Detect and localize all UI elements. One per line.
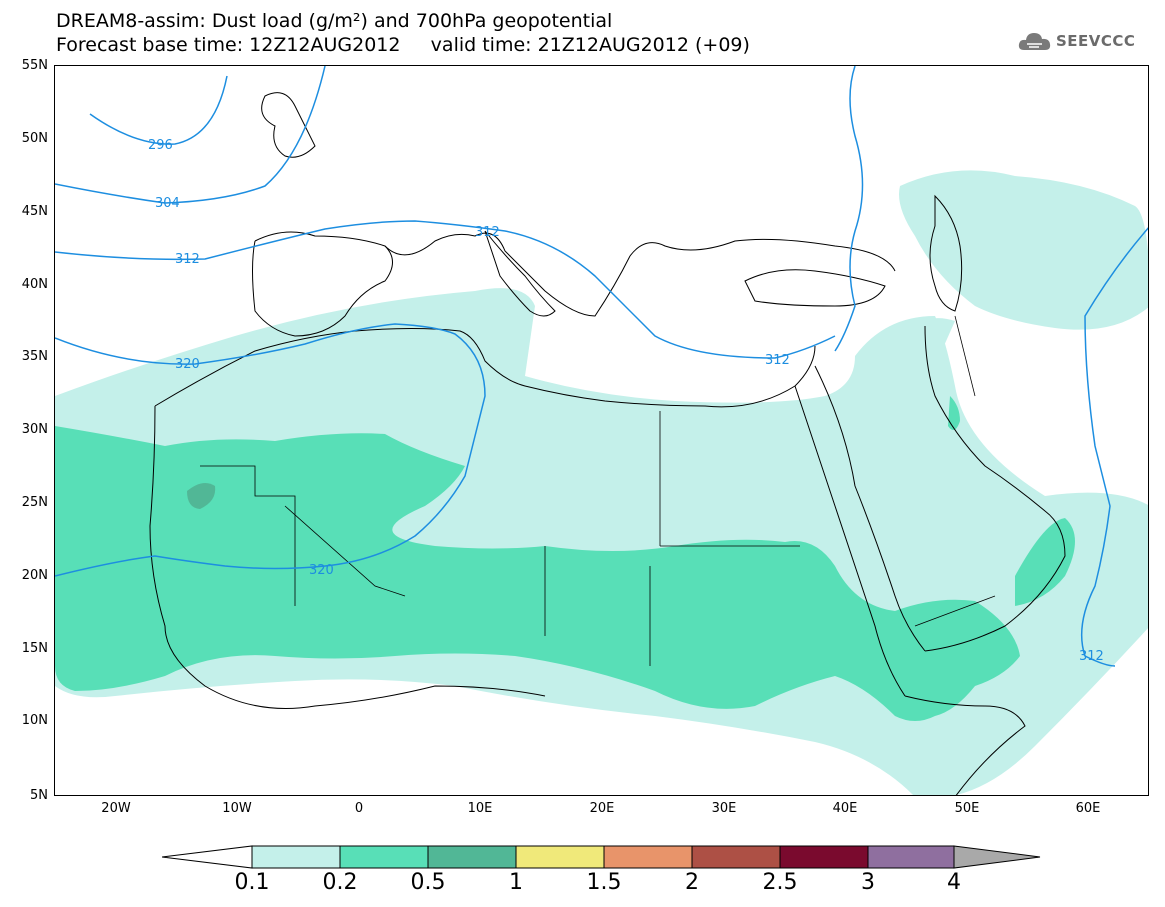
colorbar-swatch bbox=[779, 845, 869, 869]
contour-296 bbox=[89, 75, 228, 145]
contour-312-east bbox=[834, 66, 864, 352]
uk-coast bbox=[261, 92, 316, 158]
black-sea bbox=[744, 269, 886, 307]
forecast-time-line: Forecast base time: 12Z12AUG2012 valid t… bbox=[56, 34, 750, 56]
lon-label: 60E bbox=[1075, 801, 1101, 816]
europe-coast bbox=[254, 231, 896, 317]
colorbar-label: 0.5 bbox=[410, 870, 446, 895]
colorbar bbox=[162, 845, 1041, 869]
red-sea-coast-west bbox=[794, 385, 906, 697]
lat-label: 25N bbox=[21, 495, 48, 510]
lat-label: 35N bbox=[21, 349, 48, 364]
contour-label-304: 304 bbox=[155, 196, 180, 211]
colorbar-label: 2.5 bbox=[762, 870, 798, 895]
colorbar-label: 1.5 bbox=[586, 870, 622, 895]
map-title: DREAM8-assim: Dust load (g/m²) and 700hP… bbox=[56, 10, 613, 32]
lat-label: 45N bbox=[21, 204, 48, 219]
dust-map: 296 304 312 320 312 312 320 312 bbox=[54, 65, 1149, 796]
border-layer bbox=[200, 315, 996, 666]
colorbar-label: 4 bbox=[947, 870, 961, 895]
lon-label: 40E bbox=[832, 801, 858, 816]
dust-dark-layer bbox=[187, 482, 216, 509]
colorbar-swatch bbox=[427, 845, 517, 869]
dust-dark-morocco-spot bbox=[187, 482, 216, 509]
iberia-coast bbox=[252, 240, 393, 337]
lon-label: 10W bbox=[222, 801, 252, 816]
contour-label-320-sahara: 320 bbox=[309, 563, 334, 578]
colorbar-label: 0.1 bbox=[234, 870, 270, 895]
colorbar-low-triangle bbox=[162, 845, 253, 869]
contour-312-arabian bbox=[1080, 227, 1148, 667]
africa-north-coast bbox=[154, 328, 816, 408]
geopotential-contours bbox=[55, 66, 1148, 667]
cloud-logo-icon bbox=[1018, 33, 1051, 50]
colorbar-swatch bbox=[603, 845, 693, 869]
dust-medium-sahel-belt bbox=[55, 426, 1020, 721]
colorbar-swatch bbox=[515, 845, 605, 869]
lat-label: 20N bbox=[21, 568, 48, 583]
contour-label-layer: 296 304 312 320 312 312 320 312 bbox=[148, 138, 1104, 664]
lat-label: 15N bbox=[21, 641, 48, 656]
colorbar-high-triangle bbox=[953, 845, 1041, 869]
dust-medium-gulf-spot bbox=[948, 396, 960, 430]
colorbar-label: 3 bbox=[861, 870, 875, 895]
contour-label-312-levant: 312 bbox=[765, 353, 790, 368]
dust-medium-oman-region bbox=[1015, 518, 1075, 606]
contour-320-north bbox=[55, 323, 486, 577]
lon-label: 20W bbox=[101, 801, 131, 816]
border-algeria-mali bbox=[284, 505, 406, 597]
italy-coast bbox=[484, 230, 556, 317]
lon-label: 30E bbox=[711, 801, 737, 816]
lon-label: 10E bbox=[467, 801, 493, 816]
colorbar-label: 2 bbox=[685, 870, 699, 895]
colorbar-swatch bbox=[691, 845, 781, 869]
logo-text: SEEVCCC bbox=[1056, 32, 1136, 50]
seevccc-logo: SEEVCCC bbox=[1018, 28, 1135, 54]
coastline-layer bbox=[149, 92, 1066, 795]
colorbar-swatch bbox=[339, 845, 429, 869]
contour-label-312-italy: 312 bbox=[475, 225, 500, 240]
border-saudi-yemen bbox=[914, 595, 996, 627]
lat-label: 50N bbox=[21, 131, 48, 146]
contour-304 bbox=[55, 66, 326, 204]
colorbar-label: 0.2 bbox=[322, 870, 358, 895]
map-canvas: 296 304 312 320 312 312 320 312 bbox=[55, 66, 1148, 795]
contour-label-320: 320 bbox=[175, 357, 200, 372]
lat-label: 5N bbox=[30, 788, 48, 803]
colorbar-label: 1 bbox=[509, 870, 523, 895]
contour-label-296: 296 bbox=[148, 138, 173, 153]
border-mauritania bbox=[200, 465, 296, 606]
dust-medium-layer bbox=[55, 396, 1075, 721]
contour-label-312-arabian-sea: 312 bbox=[1079, 649, 1104, 664]
lat-label: 40N bbox=[21, 277, 48, 292]
lat-label: 55N bbox=[21, 58, 48, 73]
border-iraq-iran bbox=[954, 315, 976, 397]
lon-label: 50E bbox=[954, 801, 980, 816]
colorbar-swatch bbox=[251, 845, 341, 869]
lon-label: 20E bbox=[589, 801, 615, 816]
africa-west-coast bbox=[149, 405, 546, 709]
lat-label: 30N bbox=[21, 422, 48, 437]
red-sea-coast-east bbox=[814, 365, 926, 652]
contour-label-312: 312 bbox=[175, 252, 200, 267]
colorbar-swatch bbox=[867, 845, 955, 869]
lat-label: 10N bbox=[21, 713, 48, 728]
caspian-sea bbox=[929, 194, 963, 312]
arabia-east-coast bbox=[924, 325, 1066, 652]
horn-of-africa-coast bbox=[904, 695, 1026, 795]
lon-label: 0 bbox=[354, 801, 364, 816]
dust-light-caspian-region bbox=[899, 170, 1148, 330]
contour-312-west bbox=[55, 220, 836, 359]
